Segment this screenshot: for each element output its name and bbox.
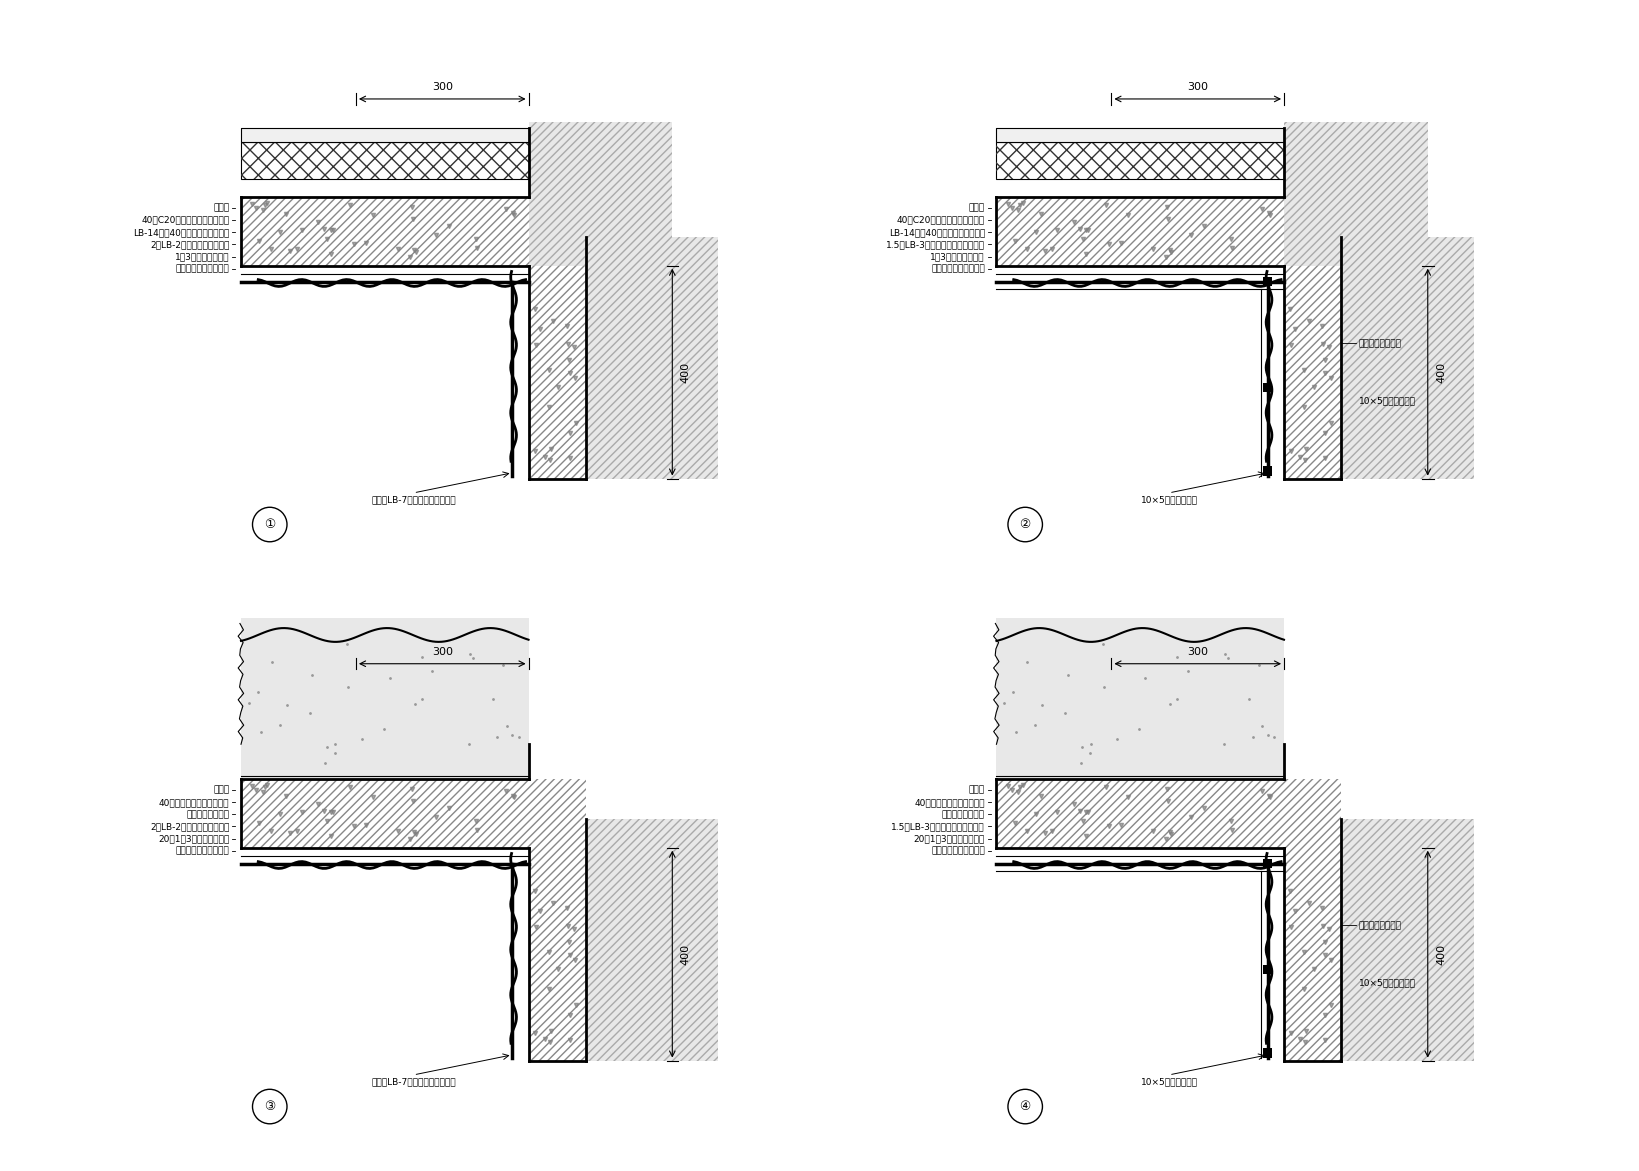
Text: ②: ② [1019, 518, 1031, 530]
Bar [585, 819, 718, 1061]
Text: 300: 300 [1187, 646, 1208, 657]
Bar [1341, 237, 1473, 479]
Bar [1283, 266, 1341, 479]
Bar [241, 618, 528, 779]
Bar [1283, 122, 1428, 266]
Bar [241, 142, 528, 179]
Text: 异丁基双面胶粘带: 异丁基双面胶粘带 [1359, 338, 1401, 348]
Bar [241, 128, 528, 142]
Text: 种植土: 种植土 [969, 786, 985, 795]
Text: 种植土: 种植土 [213, 786, 229, 795]
Text: 10×5遇水膨胀橡胶: 10×5遇水膨胀橡胶 [1139, 495, 1196, 505]
Bar [997, 197, 1341, 266]
Bar [997, 618, 1283, 779]
Text: 空铺氥青纸隔离层: 空铺氥青纸隔离层 [941, 810, 985, 819]
Bar [528, 266, 585, 479]
Bar [1262, 965, 1272, 974]
Bar [997, 142, 1283, 179]
Text: LB-14点粘40厚聚苯泡沫板保温层: LB-14点粘40厚聚苯泡沫板保温层 [888, 228, 985, 237]
Text: 施工缜LB-7氯丁胶乳水泥浆处理: 施工缜LB-7氯丁胶乳水泥浆处理 [370, 495, 456, 505]
Text: ③: ③ [264, 1100, 275, 1114]
Text: 1.5厚LB-3聚氯丙烯橡胶共混卷材: 1.5厚LB-3聚氯丙烯橡胶共混卷材 [890, 822, 985, 831]
Bar [241, 142, 528, 179]
Bar [997, 128, 1283, 142]
Text: 自防水锱筋混凝上顶板: 自防水锱筋混凝上顶板 [175, 265, 229, 273]
Text: 400: 400 [680, 944, 690, 965]
Text: 400: 400 [680, 362, 690, 383]
Bar [585, 237, 718, 479]
Bar [241, 197, 585, 266]
Text: 40厚锱筋细石混凝上保护层: 40厚锱筋细石混凝上保护层 [915, 797, 985, 807]
Text: 400: 400 [1436, 362, 1446, 383]
Text: 300: 300 [1187, 82, 1208, 93]
Bar [1341, 819, 1473, 1061]
Text: 饰面层: 饰面层 [213, 204, 229, 213]
Bar [528, 122, 672, 266]
Text: LB-14点粘40厚聚苯泡沫板保温层: LB-14点粘40厚聚苯泡沫板保温层 [133, 228, 229, 237]
Text: 10×5遇水膨胀橡胶: 10×5遇水膨胀橡胶 [1359, 979, 1414, 987]
Text: ①: ① [264, 518, 275, 530]
Bar [1283, 848, 1341, 1061]
Bar [1262, 466, 1272, 475]
Bar [528, 848, 585, 1061]
Text: 10×5遇水膨胀橡胶: 10×5遇水膨胀橡胶 [1359, 396, 1414, 405]
Bar [997, 779, 1341, 848]
Text: 自防水锱筋混凝上顶板: 自防水锱筋混凝上顶板 [931, 265, 985, 273]
Text: 自防水锱筋混凝上顶板: 自防水锱筋混凝上顶板 [175, 847, 229, 855]
Text: 空铺氥青纸隔离层: 空铺氥青纸隔离层 [187, 810, 229, 819]
Bar [1262, 860, 1272, 869]
Bar [241, 779, 585, 848]
Bar [1262, 383, 1272, 392]
Bar [1341, 819, 1473, 1061]
Text: 300: 300 [431, 646, 452, 657]
Bar [1341, 237, 1473, 479]
Bar [997, 142, 1283, 179]
Bar [1262, 278, 1272, 287]
Text: 施工缜LB-7氯丁胶乳水泥浆处理: 施工缜LB-7氯丁胶乳水泥浆处理 [370, 1077, 456, 1087]
Text: 1.5厚LB-3氯化聚丙烯橡胶共混卷材: 1.5厚LB-3氯化聚丙烯橡胶共混卷材 [885, 240, 985, 249]
Text: 2厚LB-2氥青聚氯薄涂膜橡胶: 2厚LB-2氥青聚氯薄涂膜橡胶 [151, 240, 229, 249]
Bar [1283, 122, 1428, 266]
Text: 400: 400 [1436, 944, 1446, 965]
Text: 自防水锱筋混凝上顶板: 自防水锱筋混凝上顶板 [931, 847, 985, 855]
Text: 10×5遇水膨胀橡胶: 10×5遇水膨胀橡胶 [1139, 1077, 1196, 1087]
Text: 40厚锱筋细石混凝上保护层: 40厚锱筋细石混凝上保护层 [159, 797, 229, 807]
Text: ④: ④ [1019, 1100, 1031, 1114]
Text: 1：3水泥砂浆找平层: 1：3水泥砂浆找平层 [175, 252, 229, 261]
Text: 40厚C20锱网细石混凝上保护层: 40厚C20锱网细石混凝上保护层 [141, 215, 229, 225]
Bar [585, 819, 718, 1061]
Text: 20厚1：3水泥砂浆找平层: 20厚1：3水泥砂浆找平层 [157, 834, 229, 843]
Text: 饰面层: 饰面层 [969, 204, 985, 213]
Bar [1262, 1048, 1272, 1057]
Text: 40厚C20锱网细石混凝上保护层: 40厚C20锱网细石混凝上保护层 [897, 215, 985, 225]
Text: 1：3水泥砂浆找平层: 1：3水泥砂浆找平层 [929, 252, 985, 261]
Text: 300: 300 [431, 82, 452, 93]
Bar [585, 237, 718, 479]
Text: 2厚LB-2氥青聚氯薄涂膜橡胶: 2厚LB-2氥青聚氯薄涂膜橡胶 [151, 822, 229, 831]
Bar [528, 122, 672, 266]
Text: 异丁基双面胶粘带: 异丁基双面胶粘带 [1359, 920, 1401, 930]
Text: 20厚1：3水泥砂浆找平层: 20厚1：3水泥砂浆找平层 [913, 834, 985, 843]
